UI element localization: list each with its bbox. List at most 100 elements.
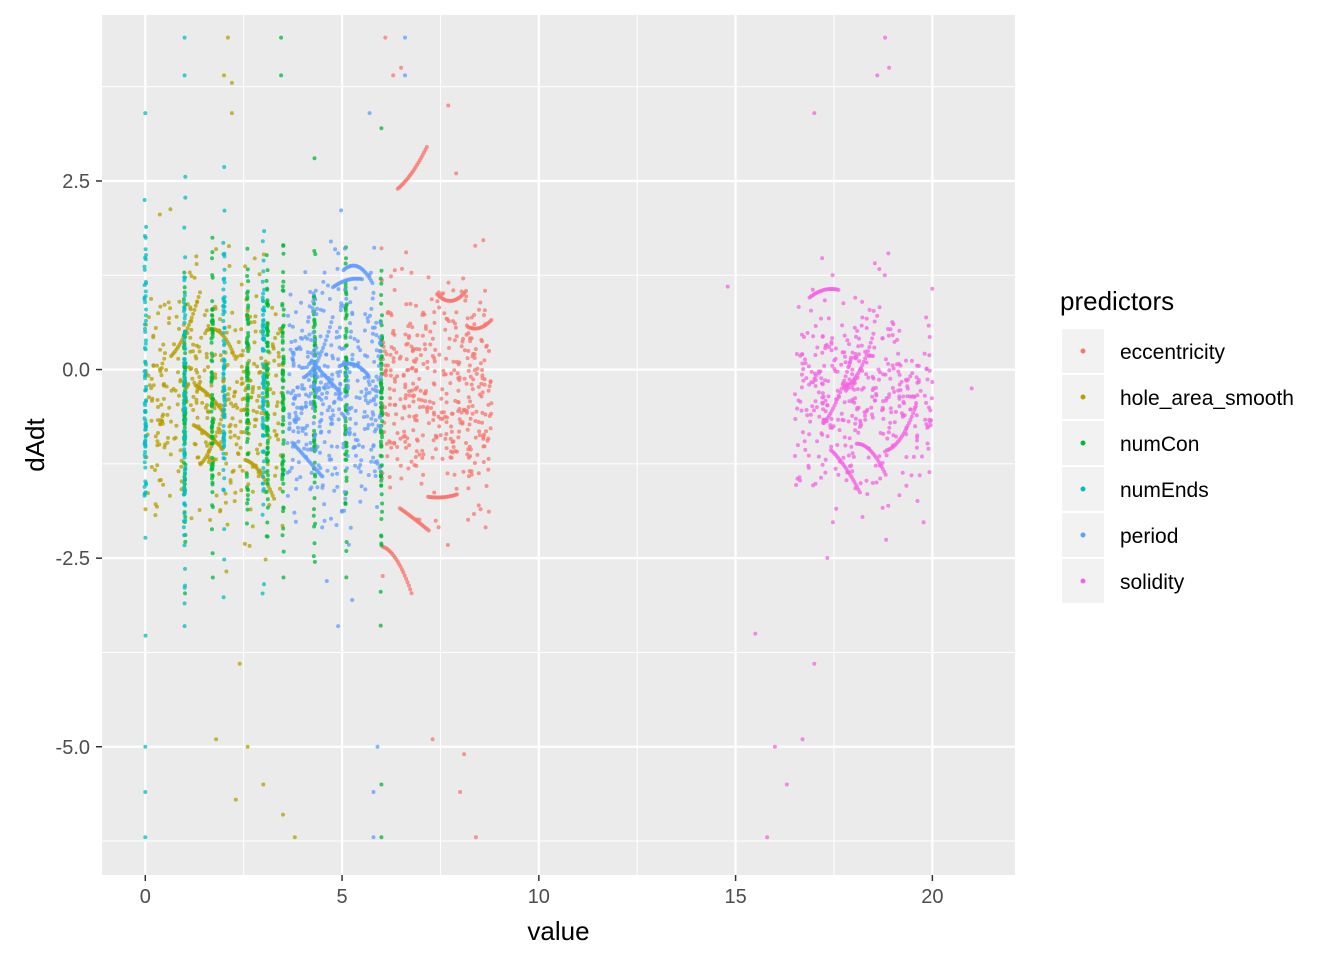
series-hole-area-smooth-point: [252, 320, 257, 324]
series-period-point: [353, 437, 358, 442]
series-eccentricity-point: [476, 471, 481, 476]
series-eccentricity-point: [380, 574, 385, 578]
series-numCon-point: [210, 503, 215, 508]
series-period-point: [285, 493, 290, 498]
series-numCon-point: [265, 325, 270, 330]
series-period-point: [305, 350, 310, 355]
series-numCon-point: [266, 382, 270, 387]
series-solidity-point: [892, 389, 897, 394]
series-eccentricity-point: [413, 417, 418, 422]
series-numCon-point: [281, 270, 286, 275]
series-period-point: [308, 289, 313, 294]
series-eccentricity-point: [431, 438, 436, 443]
series-eccentricity-point: [403, 332, 408, 337]
series-eccentricity-point: [406, 367, 411, 372]
series-hole-area-smooth-point: [272, 412, 277, 416]
series-eccentricity-point: [437, 305, 442, 310]
series-numCon-point: [182, 270, 187, 275]
series-eccentricity-point: [399, 65, 404, 70]
series-numEnds-point: [182, 401, 187, 406]
x-tick-label: 5: [336, 886, 347, 908]
series-period-point: [309, 351, 314, 356]
series-solidity-point: [926, 446, 931, 451]
series-eccentricity-point: [404, 357, 409, 362]
y-tick-label: -2.5: [56, 548, 90, 570]
series-period-point: [336, 624, 341, 629]
y-axis-title: dAdt: [20, 417, 50, 471]
series-numEnds-point: [143, 424, 148, 429]
series-eccentricity-point: [423, 399, 428, 404]
series-solidity-point: [924, 315, 929, 320]
series-eccentricity-point: [457, 360, 462, 365]
series-numEnds-point: [182, 306, 187, 311]
series-period-point: [290, 324, 295, 329]
series-eccentricity-point: [379, 246, 384, 251]
series-eccentricity-point: [473, 435, 478, 440]
series-numCon-point: [245, 246, 250, 251]
series-eccentricity-point: [445, 317, 450, 322]
legend-label: numCon: [1120, 433, 1199, 456]
series-eccentricity-point: [384, 441, 389, 446]
series-numEnds-point: [260, 422, 265, 427]
series-eccentricity-point: [457, 407, 462, 411]
series-period-point: [296, 460, 301, 465]
series-solidity-point: [850, 469, 855, 474]
series-period-point: [321, 345, 326, 350]
series-solidity-point: [904, 455, 909, 459]
series-solidity-point: [853, 428, 858, 433]
series-hole-area-smooth-point: [177, 299, 182, 304]
series-eccentricity-point: [388, 373, 393, 378]
series-hole-area-smooth-point: [257, 370, 262, 375]
series-period-point: [315, 485, 320, 490]
series-solidity-point: [870, 394, 875, 399]
series-period-point: [324, 395, 329, 400]
series-hole-area-smooth-point: [189, 327, 194, 332]
series-numCon-point: [344, 356, 349, 361]
series-period-point: [363, 398, 368, 403]
series-numCon-point: [379, 293, 384, 297]
series-numEnds-point: [260, 331, 265, 336]
series-eccentricity-point: [443, 414, 448, 419]
series-hole-area-smooth-point: [233, 389, 238, 394]
series-numCon-point: [265, 399, 270, 404]
series-eccentricity-point: [484, 343, 489, 348]
series-hole-area-smooth-point: [190, 349, 195, 354]
series-period-point: [369, 416, 374, 421]
series-solidity-point: [858, 418, 863, 423]
series-eccentricity-point: [453, 449, 458, 453]
series-solidity-point: [872, 261, 877, 266]
series-hole-area-smooth-point: [149, 465, 154, 469]
series-numCon-point: [264, 534, 269, 539]
series-solidity-point: [870, 415, 875, 420]
series-period-point: [363, 394, 368, 399]
series-solidity-point: [804, 376, 809, 381]
series-eccentricity-point: [400, 416, 405, 421]
series-period-point: [337, 325, 342, 330]
series-numCon-point: [210, 320, 215, 325]
series-solidity-point: [914, 375, 919, 380]
series-eccentricity-point: [414, 413, 419, 418]
series-solidity-point: [813, 399, 818, 404]
series-period-point: [343, 394, 348, 399]
series-hole-area-smooth-point: [161, 396, 166, 401]
series-numEnds-point: [143, 235, 148, 240]
series-hole-area-smooth-point: [153, 468, 157, 472]
series-solidity-point: [892, 339, 897, 344]
series-period-point: [299, 366, 304, 370]
series-hole-area-smooth-point: [250, 524, 255, 529]
series-period-point: [314, 375, 319, 380]
series-period-point: [369, 306, 374, 311]
series-period-point: [325, 364, 330, 369]
series-period-point: [356, 345, 361, 350]
series-numCon-point: [210, 275, 215, 280]
legend-title: predictors: [1060, 286, 1174, 316]
series-solidity-point: [818, 369, 823, 374]
series-period-point: [336, 357, 341, 362]
series-numEnds-point: [222, 310, 227, 314]
series-hole-area-smooth-point: [255, 364, 260, 369]
series-numCon-point: [245, 402, 250, 407]
series-hole-area-smooth-point: [241, 348, 245, 353]
series-numEnds-point: [221, 319, 226, 323]
series-solidity-point: [873, 398, 878, 403]
series-hole-area-smooth-point: [258, 442, 263, 447]
